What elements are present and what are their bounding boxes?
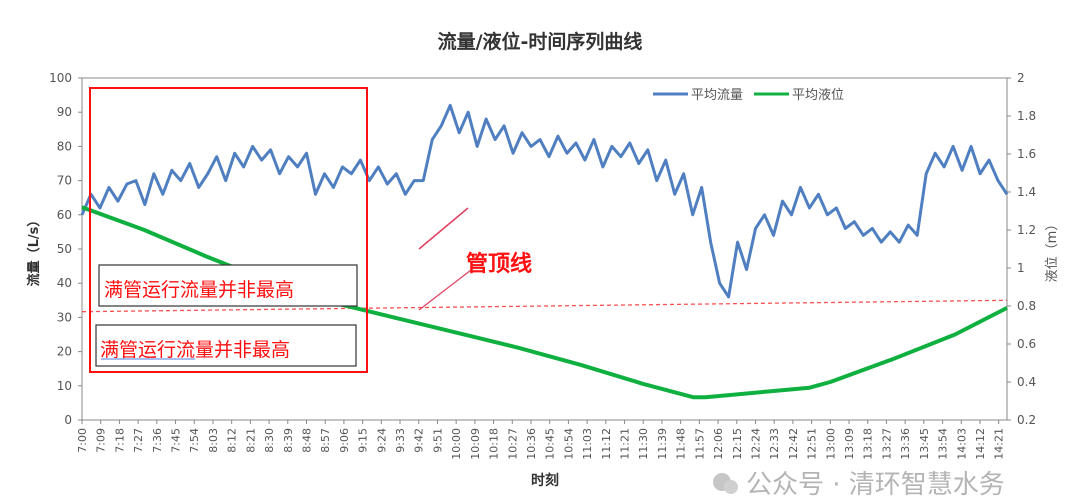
x-tick-label: 9:51	[431, 428, 444, 453]
x-tick-label: 11:21	[619, 428, 632, 460]
x-tick-label: 12:42	[787, 428, 800, 460]
right-tick-label: 1	[1017, 261, 1025, 275]
left-tick-label: 40	[57, 276, 72, 290]
x-tick-label: 8:30	[263, 428, 276, 453]
x-tick-label: 7:45	[170, 428, 183, 453]
left-tick-label: 50	[57, 242, 72, 256]
x-tick-label: 12:06	[712, 428, 725, 460]
left-tick-label: 10	[57, 379, 72, 393]
right-tick-label: 1.8	[1017, 109, 1036, 123]
x-tick-label: 11:30	[637, 428, 650, 460]
x-tick-label: 8:57	[319, 428, 332, 453]
x-tick-label: 8:12	[226, 428, 239, 453]
x-axis: 7:00 7:09 7:18 7:27 7:36 7:45 7:54 8:03 8:12 8:21…	[76, 420, 1006, 460]
x-tick-label: 13:54	[937, 428, 950, 460]
left-axis: 0 10 20 30 40 50 60 70 80 90 100	[49, 71, 82, 427]
x-tick-label: 14:21	[993, 428, 1006, 460]
right-tick-label: 1.6	[1017, 147, 1036, 161]
right-tick-label: 0.2	[1017, 413, 1036, 427]
right-tick-label: 1.4	[1017, 185, 1036, 199]
right-tick-label: 1.2	[1017, 223, 1036, 237]
leader-line-2	[418, 269, 472, 311]
x-tick-label: 7:00	[76, 428, 89, 453]
x-tick-label: 12:15	[731, 428, 744, 460]
x-tick-label: 14:03	[955, 428, 968, 460]
left-tick-label: 30	[57, 310, 72, 324]
x-tick-label: 13:36	[899, 428, 912, 460]
highlight-box	[89, 87, 368, 373]
annotation-text-1: 满管运行流量并非最高	[104, 279, 294, 301]
right-axis: 0.2 0.4 0.6 0.8 1 1.2 1.4 1.6 1.8 2	[1007, 71, 1036, 427]
x-tick-label: 11:03	[581, 428, 594, 460]
right-tick-label: 2	[1017, 71, 1025, 85]
x-tick-label: 9:06	[338, 428, 351, 453]
watermark-text: 公众号 · 清环智慧水务	[746, 470, 1005, 497]
left-tick-label: 60	[57, 208, 72, 222]
right-axis-title: 液位（m）	[1045, 218, 1060, 283]
x-tick-label: 13:09	[843, 428, 856, 460]
x-tick-label: 9:24	[375, 428, 388, 453]
legend: 平均流量 平均液位	[653, 88, 844, 103]
legend-level-label: 平均液位	[792, 88, 844, 103]
x-tick-label: 10:18	[488, 428, 501, 460]
x-tick-label: 12:24	[749, 428, 762, 460]
x-tick-label: 8:48	[300, 428, 313, 453]
annotation-box-1	[98, 264, 358, 307]
x-tick-label: 11:48	[675, 428, 688, 460]
pipe-top-label: 管顶线	[466, 251, 532, 277]
x-tick-label: 11:57	[693, 428, 706, 460]
x-tick-label: 10:09	[469, 428, 482, 460]
x-tick-label: 13:45	[918, 428, 931, 460]
x-tick-label: 12:33	[768, 428, 781, 460]
left-tick-label: 20	[57, 345, 72, 359]
left-tick-label: 100	[49, 71, 72, 85]
x-tick-label: 7:27	[132, 428, 145, 453]
x-tick-label: 7:18	[113, 428, 126, 453]
x-tick-label: 13:18	[862, 428, 875, 460]
x-tick-label: 7:36	[151, 428, 164, 453]
x-tick-label: 8:21	[244, 428, 257, 453]
x-tick-label: 11:12	[600, 428, 613, 460]
x-tick-label: 9:15	[357, 428, 370, 453]
left-axis-title: 流量（L/s）	[26, 214, 42, 287]
chart-title: 流量/液位-时间序列曲线	[438, 30, 643, 53]
x-tick-label: 7:54	[188, 428, 201, 453]
x-tick-label: 7:09	[95, 428, 108, 453]
x-tick-label: 13:00	[824, 428, 837, 460]
left-tick-label: 70	[57, 174, 72, 188]
series-flow-line	[80, 103, 1009, 299]
x-tick-label: 8:39	[282, 428, 295, 453]
x-tick-label: 10:27	[506, 428, 519, 460]
left-tick-label: 80	[57, 139, 72, 153]
left-tick-label: 0	[64, 413, 72, 427]
x-tick-label: 10:45	[544, 428, 557, 460]
x-tick-label: 10:36	[525, 428, 538, 460]
x-tick-label: 8:03	[207, 428, 220, 453]
x-tick-label: 9:42	[413, 428, 426, 453]
x-tick-label: 10:54	[562, 428, 575, 460]
x-tick-label: 14:12	[974, 428, 987, 460]
x-tick-label: 12:51	[806, 428, 819, 460]
x-axis-title: 时刻	[531, 472, 559, 489]
x-tick-label: 13:27	[880, 428, 893, 460]
x-tick-label: 9:33	[394, 428, 407, 453]
right-tick-label: 0.6	[1017, 337, 1036, 351]
x-tick-label: 11:39	[656, 428, 669, 460]
x-tick-label: 10:00	[450, 428, 463, 460]
right-tick-label: 0.4	[1017, 375, 1036, 389]
watermark: 公众号 · 清环智慧水务	[713, 470, 1005, 497]
legend-flow-label: 平均流量	[691, 88, 743, 103]
left-tick-label: 90	[57, 105, 72, 119]
right-tick-label: 0.8	[1017, 299, 1036, 313]
pipe-top-line	[81, 299, 1008, 313]
annotation-text-2: 满管运行流量并非最高	[100, 339, 290, 361]
leader-line-1	[418, 207, 469, 250]
